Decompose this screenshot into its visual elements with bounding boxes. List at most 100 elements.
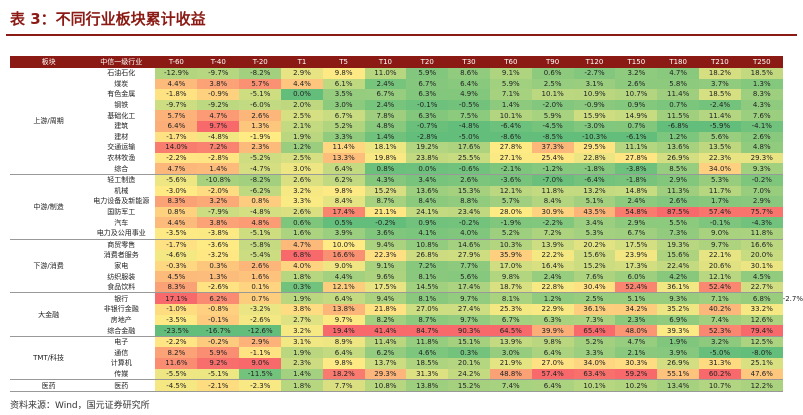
value-cell: 7.5% <box>448 110 490 121</box>
value-cell: 7.7% <box>322 379 365 392</box>
value-cell: 1.7% <box>699 196 741 207</box>
value-cell: 8.6% <box>448 68 490 79</box>
industry-cell: 电力设备及新能源 <box>87 196 156 207</box>
value-cell: 2.1% <box>281 120 323 132</box>
value-cell: 2.4% <box>615 196 658 207</box>
value-cell: -3.0% <box>573 120 616 132</box>
value-cell: 20.6% <box>699 260 741 272</box>
industry-cell: 石油石化 <box>87 68 156 79</box>
value-cell: 0.7% <box>657 99 700 111</box>
value-cell: 5.5% <box>657 217 700 228</box>
value-cell: -3.5% <box>155 314 198 326</box>
value-cell: -2.1% <box>197 379 240 392</box>
value-cell: 9.3% <box>740 163 783 175</box>
value-cell: 8.5% <box>657 163 700 175</box>
value-cell: -5.2% <box>239 152 282 164</box>
value-cell: 54.8% <box>615 206 658 218</box>
value-cell: 7.1% <box>699 292 741 305</box>
value-cell: 9.6% <box>364 271 407 282</box>
value-cell: -0.2% <box>740 174 783 186</box>
value-cell: 8.9% <box>322 336 365 348</box>
value-cell: 5.9% <box>406 68 449 79</box>
table-row: 综合 4.7% 1.4% -4.7% 3.0% 6.4% 0.8% 0.0% -0.6% -2.1… <box>10 163 803 175</box>
value-cell: 15.6% <box>573 250 616 261</box>
value-cell: 29.5% <box>573 142 616 153</box>
table-row: 煤炭 4.4% 3.8% 5.7% 4.4% 6.1% 2.4% 6.7% 6.4% 5.9% 2.… <box>10 78 803 90</box>
value-cell: -7.0% <box>531 174 574 186</box>
value-cell: 0.1% <box>239 281 282 294</box>
table-row: 房地产 -3.5% -0.1% -2.6% 2.7% 9.7% 8.2% 8.7% 9.7% 6.… <box>10 314 803 326</box>
value-cell: 0.3% <box>281 281 323 294</box>
value-cell: -0.9% <box>573 99 616 111</box>
value-cell: 8.3% <box>155 196 198 207</box>
value-cell: -1.1% <box>239 347 282 359</box>
value-cell: 43.5% <box>573 206 616 218</box>
column-header: T210 <box>699 56 741 68</box>
value-cell: 15.2% <box>573 260 616 272</box>
value-cell: 18.5% <box>699 89 741 100</box>
value-cell: 13.8% <box>406 379 449 392</box>
sector-cell: 上游/周期 <box>10 68 88 175</box>
value-cell: 7.8% <box>364 110 407 121</box>
value-cell: 3.8% <box>281 304 323 315</box>
industry-cell: 传媒 <box>87 368 156 381</box>
value-cell: 2.6% <box>281 206 323 218</box>
value-cell: 11.7% <box>699 185 741 197</box>
value-cell: -3.5% <box>155 227 198 240</box>
value-cell: -2.2% <box>155 152 198 164</box>
value-cell: 6.4% <box>531 347 574 359</box>
value-cell: 31.3% <box>406 368 449 381</box>
value-cell: 6.0% <box>615 271 658 282</box>
value-cell: -4.3% <box>740 217 783 228</box>
value-cell: 79.4% <box>740 325 783 337</box>
value-cell: 33.2% <box>740 304 783 315</box>
value-cell: 14.0% <box>155 142 198 153</box>
value-cell: -0.2% <box>364 217 407 228</box>
value-cell: 15.2% <box>364 185 407 197</box>
sector-cell: 中游/制造 <box>10 174 88 240</box>
value-cell: 13.4% <box>657 379 700 392</box>
value-cell: 48.8% <box>489 368 532 381</box>
value-cell: -7.9% <box>197 206 240 218</box>
value-cell: -0.5% <box>448 99 490 111</box>
value-cell: 8.3% <box>740 89 783 100</box>
value-cell: 22.3% <box>364 250 407 261</box>
value-cell: 5.3% <box>699 174 741 186</box>
value-cell: 2.6% <box>281 174 323 186</box>
value-cell: 2.5% <box>531 78 574 90</box>
value-cell: -5.0% <box>448 131 490 143</box>
column-header: T20 <box>406 56 449 68</box>
value-cell: 10.7% <box>615 89 658 100</box>
value-cell: 1.4% <box>489 99 532 111</box>
value-cell: -9.2% <box>197 99 240 111</box>
value-cell: 18.2% <box>322 368 365 381</box>
value-cell: -6.4% <box>489 120 532 132</box>
table-title: 表 3：不同行业板块累计收益 <box>10 10 206 28</box>
value-cell: 9.8% <box>322 358 365 369</box>
value-cell: -1.8% <box>155 89 198 100</box>
value-cell: 4.0% <box>281 260 323 272</box>
value-cell: -2.0% <box>531 99 574 111</box>
value-cell: -6.8% <box>657 120 700 132</box>
value-cell: 35.9% <box>489 250 532 261</box>
value-cell: -0.2% <box>197 336 240 348</box>
value-cell: 1.2% <box>281 142 323 153</box>
value-cell: -8.2% <box>239 174 282 186</box>
value-cell: 4.7% <box>281 239 323 251</box>
value-cell: 9.3% <box>657 292 700 305</box>
value-cell: 9.0% <box>699 227 741 240</box>
value-cell: -2.6% <box>239 314 282 326</box>
column-header: T10 <box>364 56 407 68</box>
industry-cell: 煤炭 <box>87 78 156 90</box>
value-cell: -11.5% <box>239 368 282 381</box>
value-cell: 5.9% <box>197 347 240 359</box>
column-header: T1 <box>281 56 323 68</box>
value-cell: 24.1% <box>406 206 449 218</box>
table-row: 建材 -1.7% -4.8% -1.9% 1.9% 3.3% 1.4% -2.8% -5.0% -… <box>10 131 803 143</box>
value-cell: 23.9% <box>615 250 658 261</box>
value-cell: 6.3% <box>406 89 449 100</box>
value-cell: -1.9% <box>239 131 282 143</box>
industry-cell: 国防军工 <box>87 206 156 218</box>
value-cell: 6.4% <box>155 120 198 132</box>
value-cell: 1.9% <box>281 131 323 143</box>
